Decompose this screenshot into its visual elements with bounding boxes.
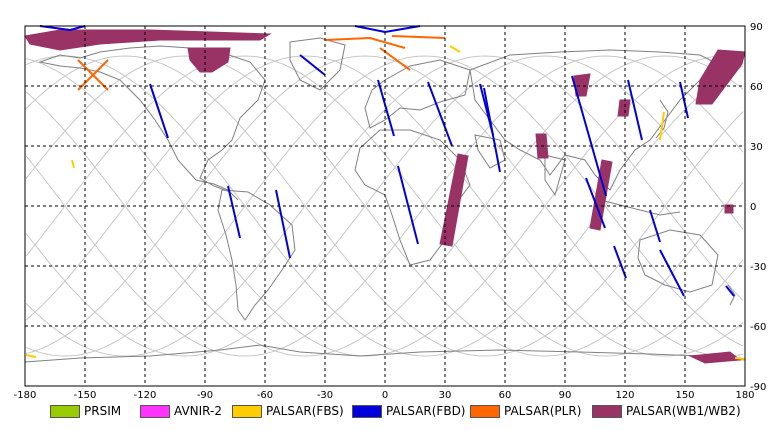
lon-tick-label: 0 <box>382 390 388 400</box>
lon-tick-label: -60 <box>257 390 273 400</box>
orbit-track <box>25 55 744 357</box>
legend-label: PALSAR(WB1/WB2) <box>626 404 741 418</box>
lon-tick-label: 180 <box>735 390 754 400</box>
legend-label: PRSIM <box>84 404 122 418</box>
legend-item: PRSIM <box>50 404 121 418</box>
lon-tick-label: 90 <box>559 390 572 400</box>
legend-item: PALSAR(WB1/WB2) <box>592 404 741 418</box>
legend-swatch <box>592 404 622 418</box>
wb-swaths <box>24 29 746 364</box>
plr-swaths <box>77 35 446 91</box>
legend-label: AVNIR-2 <box>174 404 222 418</box>
lon-tick-label: -90 <box>197 390 213 400</box>
fbs-swaths <box>25 45 746 360</box>
orbit-track <box>25 55 744 357</box>
lat-tick-label: 30 <box>750 142 763 153</box>
legend-swatch <box>470 404 500 418</box>
coverage-map: -180 -150 -120 -90 -60 -30 0 30 60 90 120 150 180 90… <box>14 22 767 400</box>
lon-tick-label: -120 <box>134 390 157 400</box>
lon-tick-label: 30 <box>439 390 452 400</box>
lat-tick-label: 0 <box>750 202 756 213</box>
legend-item: AVNIR-2 <box>140 404 222 418</box>
lon-tick-label: -30 <box>317 390 333 400</box>
orbit-track <box>25 55 744 357</box>
legend-item: PALSAR(PLR) <box>470 404 581 418</box>
lat-tick-label: -90 <box>750 382 766 393</box>
lon-tick-label: 120 <box>615 390 634 400</box>
legend-swatch <box>232 404 262 418</box>
legend-label: PALSAR(FBD) <box>386 404 466 418</box>
orbit-track <box>25 55 744 357</box>
legend-item: PALSAR(FBD) <box>352 404 466 418</box>
lon-tick-label: 150 <box>675 390 694 400</box>
latitude-axis: 90 60 30 0 -30 -60 -90 <box>750 22 766 393</box>
lat-tick-label: -60 <box>750 322 766 333</box>
lat-lon-grid <box>25 26 745 386</box>
coastlines <box>24 37 746 363</box>
legend-swatch <box>140 404 170 418</box>
lat-tick-label: -30 <box>750 262 766 273</box>
fbd-swaths <box>39 25 735 297</box>
legend-swatch <box>50 404 80 418</box>
orbit-track <box>25 55 744 357</box>
lat-tick-label: 60 <box>750 82 763 93</box>
legend: PRSIM AVNIR-2 PALSAR(FBS) PALSAR(FBD) PALSAR… <box>0 400 770 424</box>
orbit-tracks <box>25 55 744 357</box>
orbit-track <box>25 55 744 357</box>
legend-item: PALSAR(FBS) <box>232 404 344 418</box>
lon-tick-label: 60 <box>499 390 512 400</box>
lat-tick-label: 90 <box>750 22 763 33</box>
lon-tick-label: -150 <box>74 390 97 400</box>
longitude-axis: -180 -150 -120 -90 -60 -30 0 30 60 90 120 150 180 <box>14 390 755 400</box>
legend-label: PALSAR(PLR) <box>504 404 582 418</box>
legend-swatch <box>352 404 382 418</box>
orbit-track <box>25 55 744 357</box>
lon-tick-label: -180 <box>14 390 37 400</box>
legend-label: PALSAR(FBS) <box>266 404 344 418</box>
